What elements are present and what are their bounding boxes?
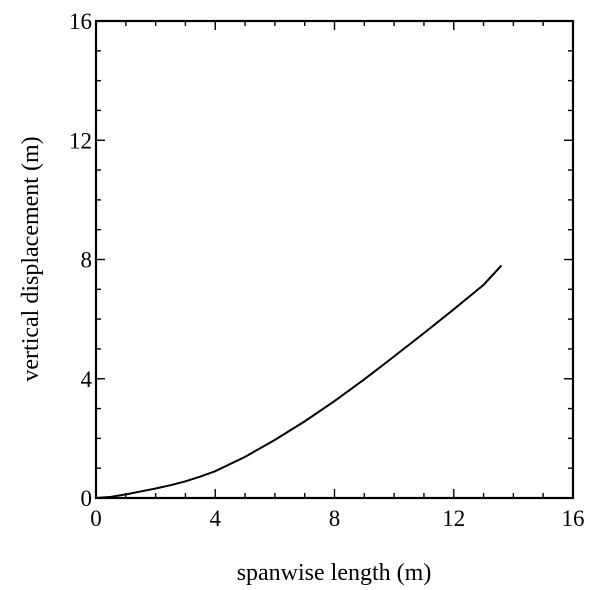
series-line-0 xyxy=(95,264,503,499)
plot-frame xyxy=(94,19,575,500)
y-axis-label: vertical displacement (m) xyxy=(18,136,44,381)
y-tick-label: 8 xyxy=(81,248,93,273)
x-axis-label: spanwise length (m) xyxy=(237,560,432,586)
x-tick-label: 4 xyxy=(210,506,222,531)
y-tick-label: 4 xyxy=(81,367,93,392)
data-series xyxy=(95,264,503,499)
y-tick-label: 0 xyxy=(81,486,93,511)
x-tick-label: 0 xyxy=(90,506,102,531)
y-tick-label: 16 xyxy=(69,9,92,34)
x-tick-label: 8 xyxy=(329,506,341,531)
x-tick-label: 12 xyxy=(442,506,465,531)
y-tick-label: 12 xyxy=(69,128,92,153)
axis-tick-labels: 0 4 8 12 16 0 4 8 12 16 xyxy=(69,9,585,531)
axis-ticks xyxy=(95,20,574,499)
x-tick-label: 16 xyxy=(562,506,585,531)
